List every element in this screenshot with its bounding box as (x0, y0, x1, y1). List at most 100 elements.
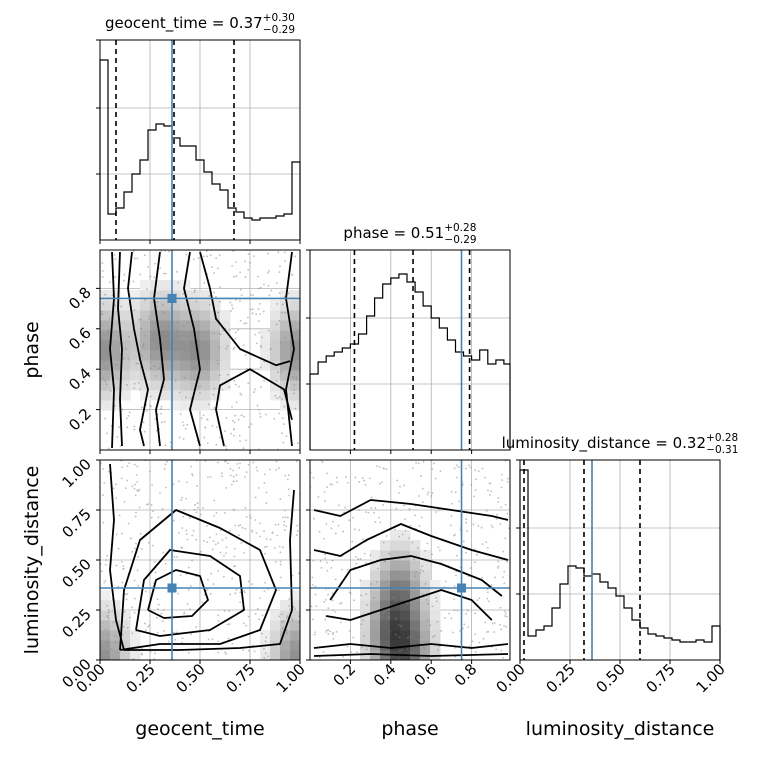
luminosity-distance-vs-phase-scatter-point (474, 469, 477, 472)
phase-vs-geocent-time-scatter-point (216, 359, 219, 362)
phase-vs-geocent-time-density-cell (170, 320, 181, 331)
phase-vs-geocent-time-density-cell (100, 380, 111, 391)
phase-vs-geocent-time-scatter-point (206, 418, 209, 421)
luminosity-distance-vs-geocent-time-scatter-point (172, 483, 175, 486)
phase-vs-geocent-time-scatter-point (101, 276, 104, 279)
phase-vs-geocent-time-scatter-point (216, 267, 219, 270)
luminosity-distance-vs-geocent-time-scatter-point (289, 608, 291, 611)
luminosity-distance-vs-phase-scatter-point (364, 483, 367, 486)
phase-vs-geocent-time-scatter-point (282, 441, 285, 444)
phase-vs-geocent-time-scatter-point (231, 264, 234, 267)
phase-vs-geocent-time-scatter-point (218, 254, 221, 257)
luminosity-distance-vs-phase-scatter-point (485, 541, 488, 544)
luminosity-distance-vs-geocent-time-scatter-point (278, 615, 281, 618)
phase-vs-geocent-time-scatter-point (185, 335, 188, 338)
phase-vs-geocent-time-scatter-point (142, 343, 145, 346)
luminosity-distance-vs-geocent-time-density-cell (290, 640, 300, 651)
luminosity-distance-vs-phase-scatter-point (475, 478, 477, 481)
phase-vs-geocent-time-scatter-point (244, 439, 247, 442)
luminosity-distance-vs-phase-density-cell (410, 560, 421, 571)
phase-vs-geocent-time-scatter-point (293, 342, 296, 345)
luminosity-distance-vs-phase-density-cell (420, 610, 431, 621)
luminosity-distance-vs-phase-scatter-point (321, 461, 324, 464)
luminosity-distance-vs-geocent-time-scatter-point (244, 506, 247, 509)
phase-vs-geocent-time-density-cell (110, 370, 121, 381)
luminosity-distance-vs-geocent-time-scatter-point (160, 612, 163, 615)
phase-vs-geocent-time-scatter-point (260, 345, 263, 348)
luminosity-distance-vs-geocent-time-scatter-point (225, 552, 227, 554)
x-axis-label: luminosity_distance (526, 718, 715, 740)
luminosity-distance-vs-phase-density-cell (410, 630, 421, 641)
phase-vs-geocent-time-scatter-point (251, 308, 254, 311)
phase-vs-geocent-time-scatter-point (215, 426, 218, 428)
luminosity-distance-vs-geocent-time-scatter-point (255, 532, 258, 535)
luminosity-distance-vs-phase-scatter-point (431, 635, 434, 638)
luminosity-distance-vs-phase-scatter-point (365, 562, 368, 564)
phase-vs-geocent-time-density-cell (220, 360, 231, 371)
luminosity-distance-vs-phase-scatter-point (435, 597, 438, 599)
phase-vs-geocent-time-density-cell (270, 340, 281, 351)
phase-vs-geocent-time-density-cell (120, 380, 131, 391)
luminosity-distance-vs-phase-scatter-point (410, 652, 413, 655)
luminosity-distance-vs-phase-scatter-point (401, 649, 404, 651)
luminosity-distance-vs-phase-density-cell (420, 570, 431, 581)
phase-vs-geocent-time-density-cell (200, 350, 211, 361)
phase-vs-geocent-time-density-cell (100, 350, 111, 361)
luminosity-distance-vs-phase-scatter-point (456, 554, 458, 557)
luminosity-distance-vs-phase-scatter-point (396, 572, 399, 575)
luminosity-distance-vs-phase-scatter-point (491, 526, 494, 529)
luminosity-distance-vs-phase-scatter-point (398, 636, 401, 639)
phase-vs-geocent-time-scatter-point (232, 250, 235, 252)
luminosity-distance-vs-geocent-time-scatter-point (135, 511, 137, 514)
phase-title-name: phase = 0.51 (343, 224, 444, 242)
phase-vs-geocent-time-scatter-point (277, 251, 280, 254)
phase-vs-geocent-time-density-cell (100, 300, 111, 311)
phase-vs-geocent-time-density-cell (210, 300, 221, 311)
phase-vs-geocent-time-scatter-point (173, 342, 176, 345)
phase-vs-geocent-time-scatter-point (158, 367, 160, 370)
luminosity-distance-vs-geocent-time-scatter-point (229, 593, 232, 596)
phase-vs-geocent-time-scatter-point (146, 410, 148, 412)
luminosity-distance-vs-phase-scatter-point (497, 565, 500, 568)
phase-vs-geocent-time-scatter-point (212, 393, 215, 396)
phase-vs-geocent-time-scatter-point (246, 367, 249, 370)
luminosity-distance-vs-phase-scatter-point (313, 517, 315, 520)
luminosity-distance-vs-phase-scatter-point (414, 514, 417, 517)
phase-vs-geocent-time-scatter-point (113, 254, 116, 256)
luminosity-distance-vs-geocent-time-scatter-point (286, 617, 288, 619)
luminosity-distance-vs-geocent-time-scatter-point (108, 608, 110, 611)
luminosity-distance-vs-geocent-time-scatter-point (247, 649, 250, 652)
luminosity-distance-vs-geocent-time-scatter-point (177, 592, 180, 595)
phase-vs-geocent-time-scatter-point (281, 398, 283, 400)
luminosity-distance-vs-phase-scatter-point (365, 593, 368, 596)
luminosity-distance-vs-geocent-time-scatter-point (279, 576, 282, 579)
phase-vs-geocent-time-scatter-point (101, 262, 104, 264)
luminosity-distance-vs-geocent-time-scatter-point (185, 497, 188, 500)
phase-vs-geocent-time-density-cell (290, 400, 300, 411)
luminosity-distance-vs-geocent-time-scatter-point (203, 540, 205, 542)
luminosity-distance-vs-phase-scatter-point (504, 537, 507, 540)
luminosity-distance-vs-phase-scatter-point (413, 558, 415, 561)
phase-vs-geocent-time-scatter-point (217, 362, 220, 365)
luminosity-distance-vs-geocent-time-scatter-point (287, 488, 290, 491)
phase-vs-geocent-time-scatter-point (182, 292, 185, 295)
phase-vs-geocent-time-scatter-point (114, 276, 117, 278)
luminosity-distance-vs-phase-scatter-point (332, 637, 335, 640)
luminosity-distance-vs-geocent-time-scatter-point (235, 473, 238, 476)
luminosity-distance-vs-phase-scatter-point (462, 540, 465, 543)
luminosity-distance-vs-geocent-time-scatter-point (185, 533, 188, 536)
luminosity-distance-vs-phase-scatter-point (414, 617, 416, 620)
luminosity-distance-vs-geocent-time-contour-0 (109, 463, 295, 651)
luminosity-distance-vs-phase-scatter-point (475, 553, 478, 556)
luminosity-distance-title-minus: −0.31 (706, 444, 738, 456)
phase-vs-geocent-time-scatter-point (105, 383, 108, 386)
luminosity-distance-vs-geocent-time-scatter-point (279, 498, 282, 501)
phase-vs-geocent-time-scatter-point (161, 325, 164, 328)
luminosity-distance-vs-geocent-time-scatter-point (258, 618, 260, 621)
luminosity-distance-vs-geocent-time-scatter-point (115, 483, 117, 486)
phase-vs-geocent-time-scatter-point (183, 376, 186, 379)
luminosity-distance-vs-phase-scatter-point (504, 612, 507, 615)
luminosity-distance-vs-geocent-time-scatter-point (288, 605, 290, 607)
luminosity-distance-vs-phase-scatter-point (499, 606, 502, 609)
phase-vs-geocent-time-scatter-point (169, 441, 172, 444)
